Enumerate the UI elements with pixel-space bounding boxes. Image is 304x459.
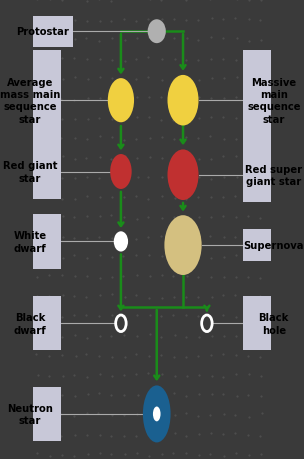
FancyBboxPatch shape: [243, 51, 304, 151]
Text: White
dwarf: White dwarf: [14, 231, 47, 253]
FancyBboxPatch shape: [243, 297, 304, 351]
FancyBboxPatch shape: [11, 17, 73, 48]
Text: Neutron
star: Neutron star: [7, 403, 53, 425]
Text: Red giant
star: Red giant star: [3, 161, 57, 183]
FancyBboxPatch shape: [0, 387, 61, 441]
Text: Supernova: Supernova: [244, 241, 304, 251]
FancyBboxPatch shape: [0, 297, 61, 351]
Ellipse shape: [110, 155, 132, 190]
Text: Red super
giant star: Red super giant star: [245, 164, 302, 186]
Ellipse shape: [148, 20, 166, 44]
FancyBboxPatch shape: [0, 51, 61, 151]
FancyBboxPatch shape: [0, 145, 61, 199]
Text: Massive
main
sequence
star: Massive main sequence star: [247, 78, 301, 124]
Ellipse shape: [168, 150, 199, 201]
Text: Average
mass main
sequence
star: Average mass main sequence star: [0, 78, 60, 124]
Ellipse shape: [164, 216, 202, 275]
Ellipse shape: [108, 79, 134, 123]
Text: Protostar: Protostar: [16, 27, 68, 37]
FancyBboxPatch shape: [243, 148, 304, 202]
Ellipse shape: [153, 407, 161, 421]
Ellipse shape: [143, 386, 171, 442]
FancyBboxPatch shape: [243, 230, 304, 261]
FancyBboxPatch shape: [0, 215, 61, 269]
Text: Black
dwarf: Black dwarf: [14, 313, 47, 335]
Ellipse shape: [168, 76, 199, 126]
Ellipse shape: [114, 232, 128, 252]
Text: Black
hole: Black hole: [259, 313, 289, 335]
